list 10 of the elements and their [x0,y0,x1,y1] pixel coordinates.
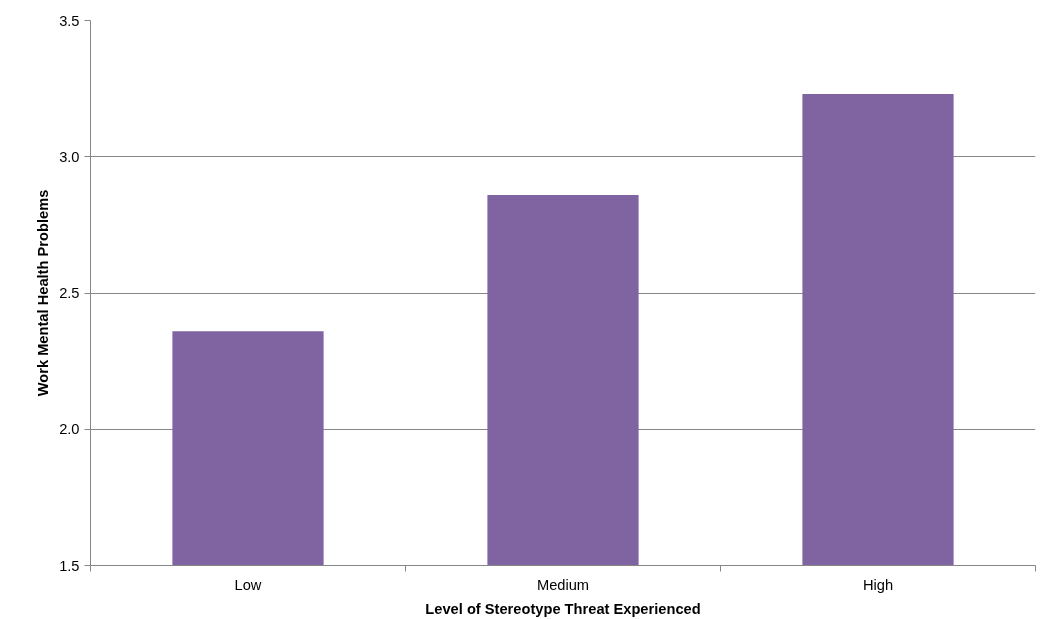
y-tick-label: 1.5 [59,557,80,574]
y-tick-label: 3.5 [59,12,80,29]
x-tick-label: Low [234,576,262,593]
y-axis-title: Work Mental Health Problems [35,189,52,397]
x-tick-label: High [862,576,894,593]
x-axis-title: Level of Stereotype Threat Experienced [425,600,701,617]
y-tick-label: 3.0 [59,148,80,165]
y-tick-label: 2.0 [59,421,80,438]
x-tick-label: Medium [536,576,590,593]
y-tick-label: 2.5 [59,285,80,301]
